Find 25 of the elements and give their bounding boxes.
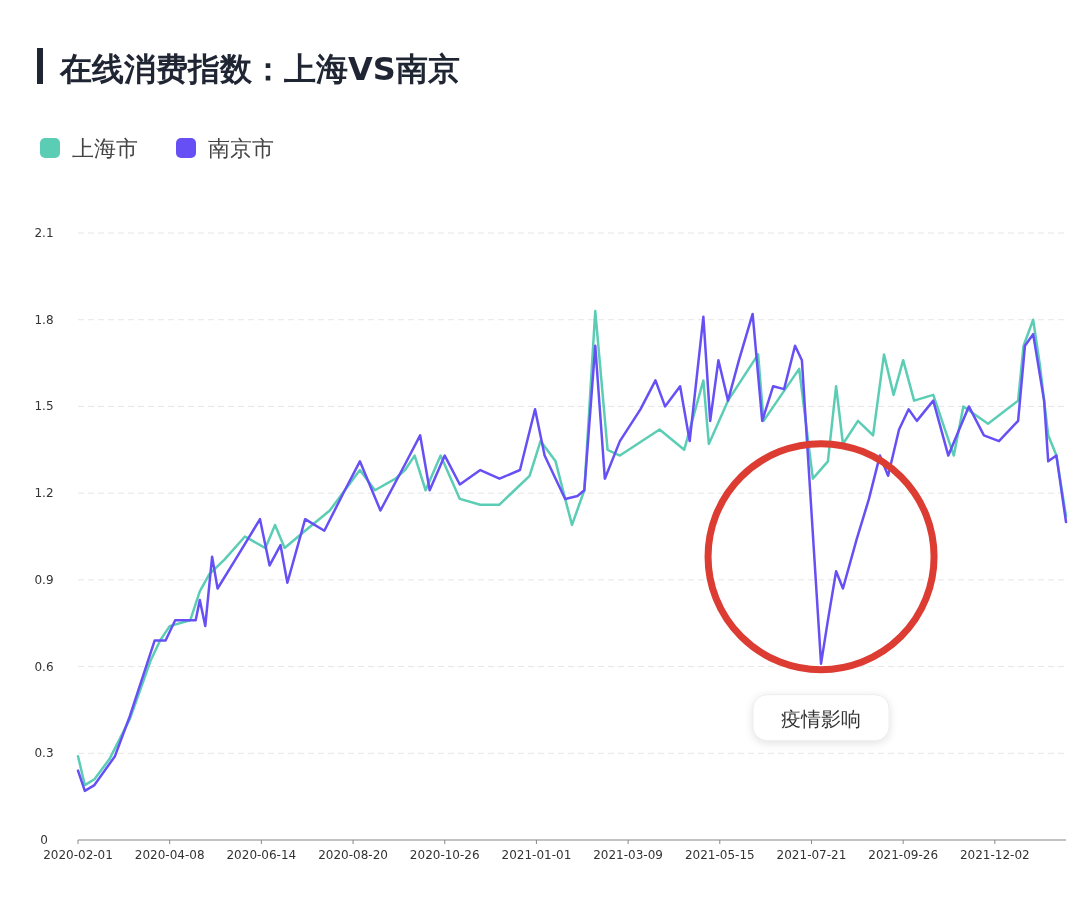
x-tick-label: 2020-04-08 xyxy=(134,848,205,862)
annotation: 疫情影响 xyxy=(781,706,862,731)
y-tick-label: 0 xyxy=(40,833,48,847)
y-tick-label: 1.2 xyxy=(34,486,54,501)
y-tick-label: 1.8 xyxy=(34,312,54,327)
x-tick-label: 2021-05-15 xyxy=(684,848,755,862)
y-tick-label: 1.5 xyxy=(34,399,54,414)
y-tick-label: 0.3 xyxy=(34,746,54,761)
x-tick-label: 2020-08-20 xyxy=(318,848,388,862)
x-tick-label: 2021-12-02 xyxy=(959,848,1030,862)
x-tick-label: 2021-03-09 xyxy=(593,848,663,862)
x-tick-label: 2020-10-26 xyxy=(409,848,480,862)
x-tick-label: 2021-01-01 xyxy=(501,848,572,862)
x-tick-label: 2021-09-26 xyxy=(868,848,939,862)
legend-label: 上海市 xyxy=(72,136,138,161)
x-tick-label: 2020-06-14 xyxy=(226,848,297,862)
legend-label: 南京市 xyxy=(208,136,274,161)
legend-item: 上海市 xyxy=(40,136,138,161)
chart-title: 在线消费指数：上海VS南京 xyxy=(59,50,460,88)
legend-item: 南京市 xyxy=(176,136,274,161)
x-tick-label: 2020-02-01 xyxy=(43,848,113,862)
y-tick-label: 2.1 xyxy=(34,226,54,240)
y-tick-label: 0.9 xyxy=(34,572,54,587)
y-tick-label: 0.6 xyxy=(34,659,54,674)
x-tick-label: 2021-07-21 xyxy=(776,848,847,862)
